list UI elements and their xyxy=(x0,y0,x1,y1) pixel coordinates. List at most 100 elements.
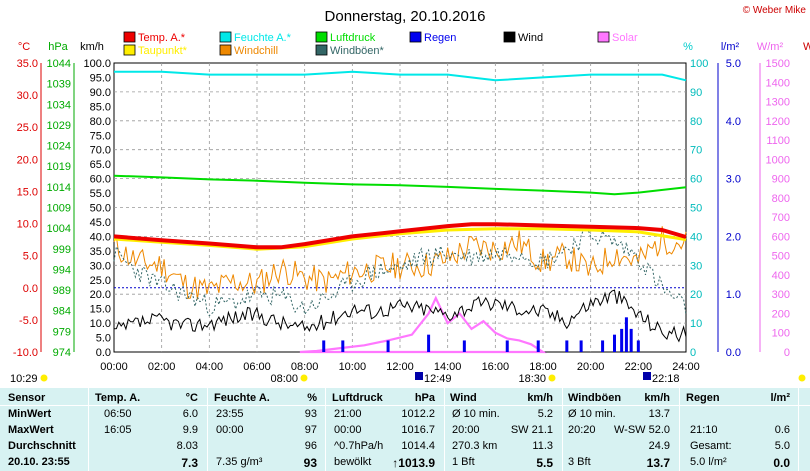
solar-tick-label: 400 xyxy=(772,270,790,282)
x-tick-label: 14:00 xyxy=(434,361,462,373)
x-tick-label: 08:00 xyxy=(291,361,319,373)
gust-value: W-SW 52.0 xyxy=(613,424,670,436)
speed-tick-label: 95.0 xyxy=(90,72,111,84)
pressure-time: 21:00 xyxy=(334,408,362,420)
axis-labels: 35.0 30.0 25.0 20.0 15.0 10.0 5.0 0.0 -5.0 -10.0 1… xyxy=(13,58,790,359)
legend-swatch xyxy=(123,31,136,43)
speed-tick-label: 0.0 xyxy=(96,347,111,359)
speed-tick-label: 100.0 xyxy=(83,58,111,70)
rain-tick-label: 0.0 xyxy=(726,347,741,359)
legend-label: Taupunkt* xyxy=(138,45,188,57)
sunset-icon xyxy=(548,374,556,382)
row-label: Durchschnitt xyxy=(8,440,76,452)
rain-tick-label: 4.0 xyxy=(726,116,741,128)
humidity-tick-label: 90 xyxy=(690,87,702,99)
x-tick-label: 12:00 xyxy=(386,361,414,373)
table-divider xyxy=(798,388,799,471)
solar-tick-label: 100 xyxy=(772,328,790,340)
x-tick-label: 20:00 xyxy=(577,361,605,373)
row-label: MaxWert xyxy=(8,424,54,436)
moonrise-time-label: 22:18 xyxy=(652,373,680,385)
table-divider xyxy=(88,388,89,471)
copyright-label: © Weber Mike xyxy=(743,5,807,16)
humidity-value: 96 xyxy=(304,440,317,452)
legend-swatch xyxy=(219,31,232,43)
temp-tick-label: 0.0 xyxy=(23,283,38,295)
series-line-windchill xyxy=(113,226,687,300)
speed-tick-label: 85.0 xyxy=(90,101,111,113)
humidity-time: 7.35 g/m³ xyxy=(216,456,263,468)
speed-tick-label: 20.0 xyxy=(90,289,111,301)
humidity-time: 00:00 xyxy=(216,424,244,436)
sunrise-time-label: 08:00 xyxy=(270,373,298,385)
sun-icon xyxy=(40,374,48,382)
series-line-wind xyxy=(113,289,687,343)
pressure-tick-label: 994 xyxy=(53,264,71,276)
pressure-tick-label: 979 xyxy=(53,326,71,338)
rain-label: 21:10 xyxy=(690,424,718,436)
rain-tick-label: 2.0 xyxy=(726,231,741,243)
solar-tick-label: 1500 xyxy=(766,58,790,70)
legend-swatch xyxy=(315,44,328,56)
rain-bar xyxy=(427,334,431,352)
rain-value: 0.6 xyxy=(774,424,790,436)
temp-tick-label: -10.0 xyxy=(13,347,38,359)
x-tick-label: 02:00 xyxy=(148,361,176,373)
temp-tick-label: 30.0 xyxy=(17,90,38,102)
rain-tick-label: 5.0 xyxy=(726,58,741,70)
table-divider xyxy=(325,388,326,471)
temp-tick-label: 15.0 xyxy=(17,186,38,198)
temp-time: 16:05 xyxy=(104,424,132,436)
rain-tick-label: 1.0 xyxy=(726,289,741,301)
pressure-tick-label: 1014 xyxy=(47,182,71,194)
row-label: 20.10. 23:55 xyxy=(8,456,70,468)
series-line-feuchtea xyxy=(114,70,687,82)
humidity-value: 93 xyxy=(303,456,317,470)
speed-tick-label: 50.0 xyxy=(90,203,111,215)
x-tick-label: 06:00 xyxy=(243,361,271,373)
solar-tick-label: 1200 xyxy=(766,116,790,128)
rain-label: 5.0 l/m² xyxy=(690,456,727,468)
legend-swatch xyxy=(409,31,422,43)
pressure-tick-label: 974 xyxy=(53,347,71,359)
solar-tick-label: 0 xyxy=(784,347,790,359)
humidity-tick-label: 50 xyxy=(690,203,702,215)
humidity-tick-label: 10 xyxy=(690,318,702,330)
humidity-unit: % xyxy=(683,41,693,53)
speed-tick-label: 75.0 xyxy=(90,130,111,142)
legend-label: Feuchte A.* xyxy=(234,32,292,44)
pressure-time: bewölkt xyxy=(334,456,372,468)
sun-icon xyxy=(798,374,806,382)
chart-title: Donnerstag, 20.10.2016 xyxy=(325,8,486,25)
x-tick-label: 24:00 xyxy=(672,361,700,373)
solar-tick-label: 1100 xyxy=(766,135,790,147)
legend-label: Wind xyxy=(518,32,543,44)
wind-label: Ø 10 min. xyxy=(452,408,500,420)
x-tick-label: 22:00 xyxy=(625,361,653,373)
pressure-tick-label: 1009 xyxy=(47,203,71,215)
legend-label: Windböen* xyxy=(330,45,385,57)
rain-bar xyxy=(579,340,583,352)
row-label: MinWert xyxy=(8,408,52,420)
legend-label: Windchill xyxy=(234,45,278,57)
rain-bar xyxy=(613,334,616,352)
pressure-unit: hPa xyxy=(48,41,68,53)
speed-unit: km/h xyxy=(80,41,104,53)
temp-unit: °C xyxy=(18,41,30,53)
x-tick-label: 04:00 xyxy=(196,361,224,373)
table-header: hPa xyxy=(414,392,435,404)
statistics-table xyxy=(0,388,810,471)
humidity-tick-label: 20 xyxy=(690,289,702,301)
gust-label: 20:20 xyxy=(568,424,596,436)
astro-time-bar: 10:29 08:00 12:49 18:30 22:18 xyxy=(10,372,806,385)
pressure-tick-label: 999 xyxy=(53,244,71,256)
moon-time-label: 10:29 xyxy=(10,373,38,385)
speed-tick-label: 25.0 xyxy=(90,275,111,287)
solar-tick-label: 1000 xyxy=(766,154,790,166)
table-header: Luftdruck xyxy=(332,392,383,404)
moon-icon xyxy=(643,372,651,380)
speed-tick-label: 60.0 xyxy=(90,174,111,186)
pressure-tick-label: 1004 xyxy=(47,223,71,235)
rain-bar xyxy=(322,340,326,352)
axis-units: °C hPa km/h% l/m² W/m² W xyxy=(18,41,810,53)
